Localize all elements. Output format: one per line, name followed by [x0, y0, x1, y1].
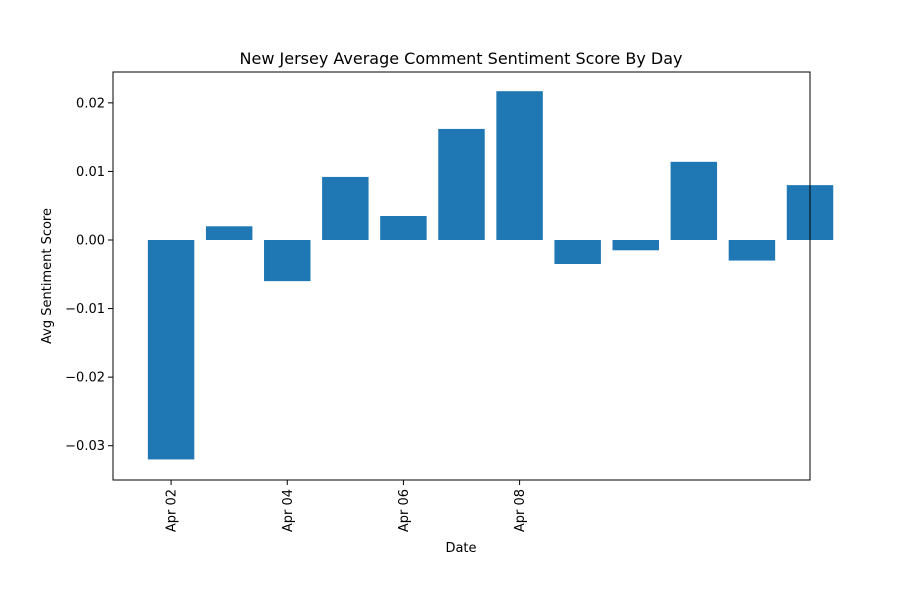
y-tick-label: −0.01: [65, 302, 105, 317]
bar: [264, 240, 311, 282]
bar: [728, 240, 776, 261]
y-tick-label: 0.02: [76, 96, 105, 111]
y-axis-label: Avg Sentiment Score: [40, 208, 55, 344]
bar: [438, 128, 485, 240]
bar: [205, 226, 253, 240]
x-tick-label: Apr 02: [165, 489, 180, 532]
y-tick-label: −0.03: [65, 439, 105, 454]
x-tick-label: Apr 06: [397, 489, 412, 532]
y-tick-label: −0.02: [65, 371, 105, 386]
bar: [380, 216, 427, 240]
x-axis-label: Date: [445, 541, 476, 556]
bar: [670, 161, 718, 240]
x-tick-label: Apr 04: [281, 489, 296, 532]
x-tick-label: Apr 08: [513, 489, 528, 532]
bar: [147, 240, 195, 460]
y-tick-label: 0.00: [76, 234, 105, 249]
bar: [496, 91, 543, 240]
plot-frame: [112, 71, 811, 481]
bar: [612, 240, 659, 251]
bar: [322, 176, 369, 240]
y-tick-label: 0.01: [76, 165, 105, 180]
plot-area: −0.03 −0.02 −0.01 0.00 0.01 0.02 Apr 02 Apr 04 A…: [65, 71, 834, 532]
bar: [554, 240, 601, 264]
chart-title: New Jersey Average Comment Sentiment Sco…: [240, 49, 683, 68]
